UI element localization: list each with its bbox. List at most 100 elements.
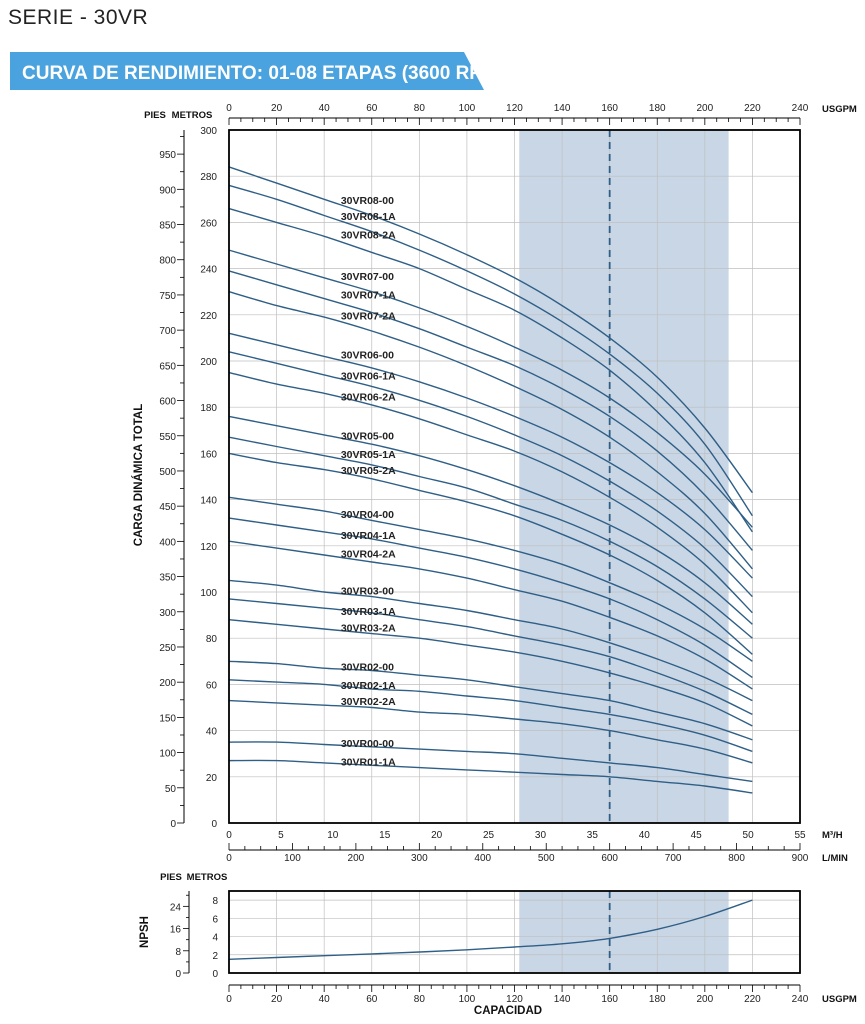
lmin-tick-label: 400 xyxy=(474,853,491,864)
pies-tick-label: 450 xyxy=(159,502,176,513)
curve-label: 30VR07-2A xyxy=(341,310,396,322)
pies-tick-label: 500 xyxy=(159,467,176,478)
m3h-tick-label: 0 xyxy=(226,830,232,841)
metros-tick-label: 180 xyxy=(200,403,217,414)
pump-curve xyxy=(228,436,753,639)
pies-tick-label: 100 xyxy=(159,749,176,760)
m3h-tick-label: 20 xyxy=(431,830,443,841)
m3h-tick-label: 5 xyxy=(278,830,284,841)
curve-label: 30VR06-2A xyxy=(341,391,396,403)
pies-tick-label: 850 xyxy=(159,221,176,232)
curve-label: 30VR05-00 xyxy=(341,431,394,443)
npsh-metros-unit-label: METROS xyxy=(187,872,228,883)
top-axis-tick-label: 180 xyxy=(649,103,666,114)
pies-tick-label: 750 xyxy=(159,291,176,302)
pies-tick-label: 700 xyxy=(159,326,176,337)
top-axis-tick-label: 0 xyxy=(226,103,232,114)
npsh-x-tick-label: 80 xyxy=(414,994,426,1005)
banner-text: CURVA DE RENDIMIENTO: 01-08 ETAPAS (3600… xyxy=(22,63,504,84)
npsh-x-tick-label: 0 xyxy=(226,994,232,1005)
metros-tick-label: 60 xyxy=(206,680,218,691)
curve-label: 30VR03-1A xyxy=(341,606,396,618)
curve-label: 30VR03-2A xyxy=(341,622,396,634)
y-axis-title: CARGA DINÁMICA TOTAL xyxy=(132,404,145,546)
top-axis-tick-label: 160 xyxy=(601,103,618,114)
npsh-x-tick-label: 20 xyxy=(271,994,283,1005)
pump-curve xyxy=(228,759,753,794)
m3h-tick-label: 15 xyxy=(379,830,391,841)
pies-tick-label: 800 xyxy=(159,256,176,267)
pies-tick-label: 900 xyxy=(159,185,176,196)
npsh-recommended-band xyxy=(519,891,729,973)
pump-curve xyxy=(228,415,753,625)
curve-label: 30VR03-00 xyxy=(341,585,394,597)
curve-label: 30VR02-2A xyxy=(341,696,396,708)
npsh-y-axis-title: NPSH xyxy=(139,916,151,948)
metros-unit-label: METROS xyxy=(172,110,213,121)
m3h-tick-label: 40 xyxy=(639,830,651,841)
curve-label: 30VR08-00 xyxy=(341,195,394,207)
lmin-tick-label: 0 xyxy=(226,853,232,864)
top-axis-unit-label: USGPM xyxy=(822,104,857,115)
lmin-tick-label: 800 xyxy=(728,853,745,864)
top-axis-tick-label: 120 xyxy=(506,103,523,114)
npsh-metros-tick-label: 4 xyxy=(212,933,218,944)
npsh-pies-unit-label: PIES xyxy=(160,872,182,883)
pies-tick-label: 650 xyxy=(159,361,176,372)
lmin-tick-label: 600 xyxy=(601,853,618,864)
m3h-tick-label: 55 xyxy=(794,830,806,841)
lmin-tick-label: 100 xyxy=(284,853,301,864)
pump-curve xyxy=(228,517,753,679)
curve-label: 30VR04-00 xyxy=(341,509,394,521)
npsh-x-tick-label: 120 xyxy=(506,994,523,1005)
npsh-pies-tick-label: 0 xyxy=(175,969,181,980)
m3h-tick-label: 10 xyxy=(327,830,339,841)
pump-curve xyxy=(228,249,753,528)
pump-curve xyxy=(228,371,753,614)
curve-label: 30VR02-1A xyxy=(341,680,396,692)
recommended-range-band xyxy=(519,130,729,823)
metros-tick-label: 80 xyxy=(206,634,218,645)
curve-label: 30VR08-2A xyxy=(341,230,396,242)
npsh-x-tick-label: 200 xyxy=(696,994,713,1005)
curve-label: 30VR06-00 xyxy=(341,350,394,362)
npsh-plot-frame xyxy=(228,890,801,974)
npsh-x-tick-label: 100 xyxy=(459,994,476,1005)
npsh-metros-tick-label: 8 xyxy=(212,896,218,907)
metros-tick-label: 240 xyxy=(200,265,217,276)
metros-tick-label: 100 xyxy=(200,588,217,599)
pump-curve xyxy=(228,496,753,662)
top-axis-tick-label: 20 xyxy=(271,103,283,114)
metros-tick-label: 280 xyxy=(200,172,217,183)
plot-frame xyxy=(228,129,801,824)
pies-tick-label: 50 xyxy=(165,784,177,795)
pies-tick-label: 550 xyxy=(159,432,176,443)
top-axis-tick-label: 240 xyxy=(792,103,809,114)
metros-tick-label: 160 xyxy=(200,449,217,460)
curve-label: 30VR04-1A xyxy=(341,530,396,542)
pies-tick-label: 950 xyxy=(159,150,176,161)
npsh-x-tick-label: 140 xyxy=(554,994,571,1005)
metros-tick-label: 200 xyxy=(200,357,217,368)
top-axis-tick-label: 80 xyxy=(414,103,426,114)
pump-curve xyxy=(228,619,753,727)
pump-curve xyxy=(228,184,753,517)
npsh-x-tick-label: 40 xyxy=(319,994,331,1005)
npsh-pies-tick-label: 16 xyxy=(170,925,182,936)
pies-unit-label: PIES xyxy=(144,110,166,121)
curve-label: 30VR07-00 xyxy=(341,271,394,283)
m3h-tick-label: 35 xyxy=(587,830,599,841)
metros-tick-label: 40 xyxy=(206,727,218,738)
title-banner: CURVA DE RENDIMIENTO: 01-08 ETAPAS (3600… xyxy=(10,52,504,90)
pies-tick-label: 250 xyxy=(159,643,176,654)
pump-curve xyxy=(228,291,753,570)
lmin-tick-label: 900 xyxy=(792,853,809,864)
curve-label: 30VR05-2A xyxy=(341,465,396,477)
pump-curve xyxy=(228,579,753,702)
pies-tick-label: 400 xyxy=(159,537,176,548)
npsh-metros-tick-label: 0 xyxy=(212,969,218,980)
main-chart: 30VR08-00 30VR08-1A 30VR08-2A 30VR07-00 30VR… xyxy=(132,103,857,864)
metros-tick-label: 260 xyxy=(200,218,217,229)
top-axis-tick-label: 60 xyxy=(366,103,378,114)
